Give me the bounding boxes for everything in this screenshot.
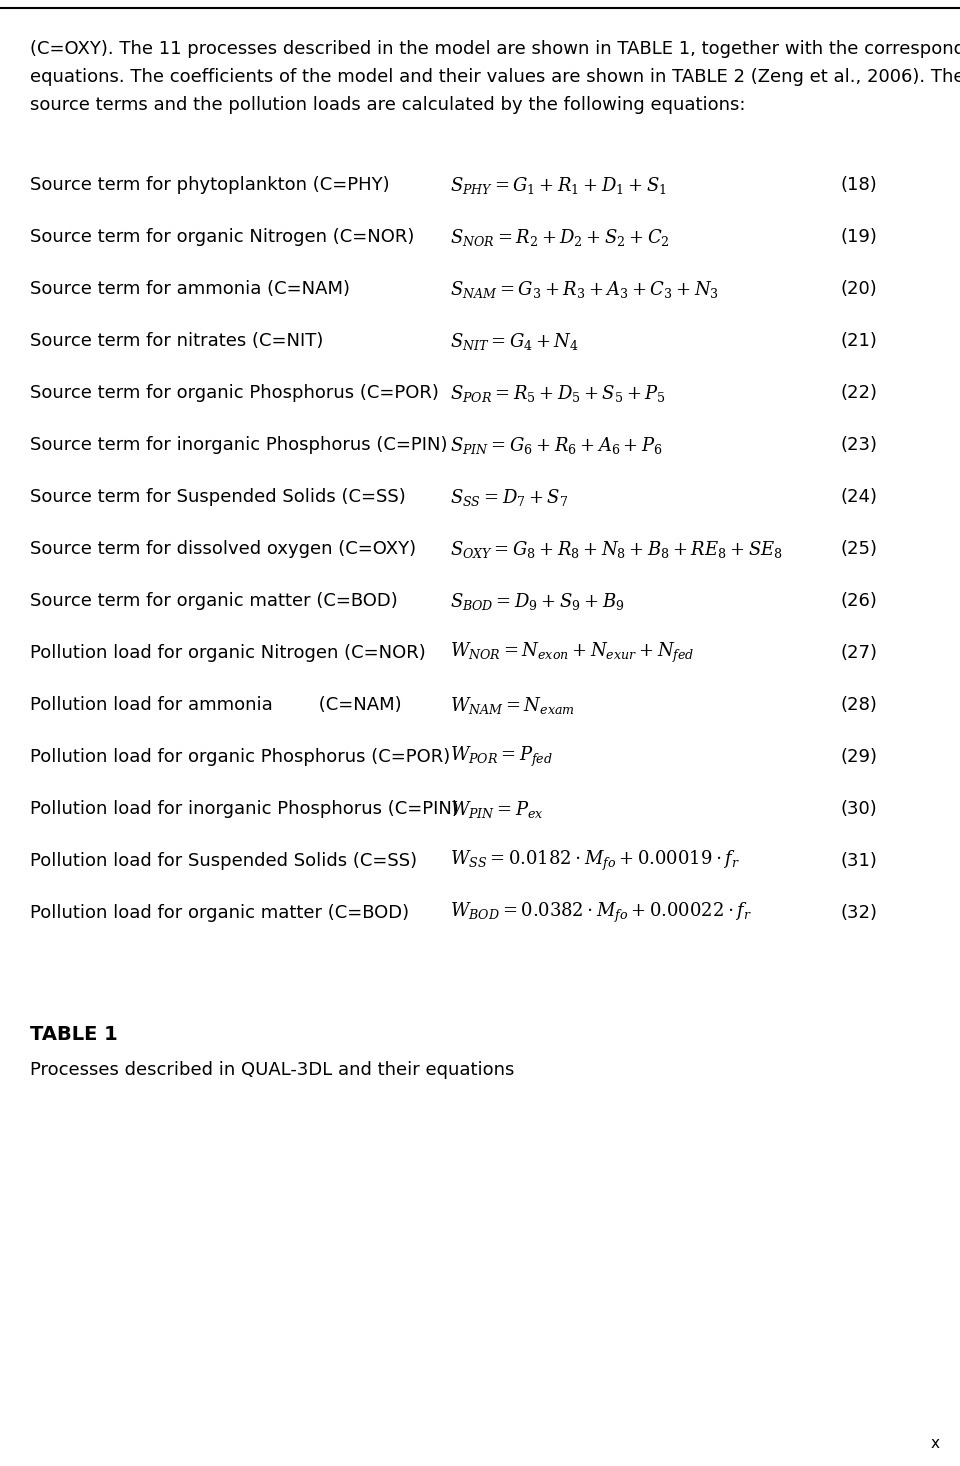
Text: $W_{NAM} = N_{exam}$: $W_{NAM} = N_{exam}$: [450, 695, 575, 715]
Text: (C=OXY). The 11 processes described in the model are shown in TABLE 1, together : (C=OXY). The 11 processes described in t…: [30, 40, 960, 59]
Text: Source term for nitrates (C=NIT): Source term for nitrates (C=NIT): [30, 331, 324, 350]
Text: $W_{BOD} = 0.0382 \cdot M_{fo} + 0.00022 \cdot f_r$: $W_{BOD} = 0.0382 \cdot M_{fo} + 0.00022…: [450, 902, 752, 925]
Text: $S_{PHY} = G_1 + R_1 + D_1 + S_1$: $S_{PHY} = G_1 + R_1 + D_1 + S_1$: [450, 174, 667, 195]
Text: source terms and the pollution loads are calculated by the following equations:: source terms and the pollution loads are…: [30, 95, 746, 114]
Text: Source term for Suspended Solids (C=SS): Source term for Suspended Solids (C=SS): [30, 488, 406, 506]
Text: (23): (23): [840, 435, 877, 454]
Text: (25): (25): [840, 539, 877, 559]
Text: (26): (26): [840, 592, 876, 610]
Text: (27): (27): [840, 644, 877, 663]
Text: $S_{NAM} = G_3 + R_3 + A_3 + C_3 + N_3$: $S_{NAM} = G_3 + R_3 + A_3 + C_3 + N_3$: [450, 279, 719, 299]
Text: x: x: [931, 1437, 940, 1451]
Text: (18): (18): [840, 176, 876, 194]
Text: (29): (29): [840, 748, 877, 767]
Text: (31): (31): [840, 852, 876, 869]
Text: $S_{POR} = R_5 + D_5 + S_5 + P_5$: $S_{POR} = R_5 + D_5 + S_5 + P_5$: [450, 383, 666, 403]
Text: Pollution load for organic matter (C=BOD): Pollution load for organic matter (C=BOD…: [30, 905, 409, 922]
Text: $S_{SS} = D_7 + S_7$: $S_{SS} = D_7 + S_7$: [450, 487, 568, 507]
Text: TABLE 1: TABLE 1: [30, 1025, 118, 1044]
Text: Source term for ammonia (C=NAM): Source term for ammonia (C=NAM): [30, 280, 350, 298]
Text: equations. The coefficients of the model and their values are shown in TABLE 2 (: equations. The coefficients of the model…: [30, 67, 960, 86]
Text: Source term for phytoplankton (C=PHY): Source term for phytoplankton (C=PHY): [30, 176, 390, 194]
Text: $S_{OXY} = G_8 + R_8 + N_8 + B_8 + RE_8 + SE_8$: $S_{OXY} = G_8 + R_8 + N_8 + B_8 + RE_8 …: [450, 538, 782, 560]
Text: Pollution load for organic Phosphorus (C=POR): Pollution load for organic Phosphorus (C…: [30, 748, 450, 767]
Text: Source term for organic Nitrogen (C=NOR): Source term for organic Nitrogen (C=NOR): [30, 229, 415, 246]
Text: Pollution load for inorganic Phosphorus (C=PIN): Pollution load for inorganic Phosphorus …: [30, 800, 459, 818]
Text: (24): (24): [840, 488, 877, 506]
Text: Source term for organic matter (C=BOD): Source term for organic matter (C=BOD): [30, 592, 397, 610]
Text: $W_{NOR} = N_{exon} + N_{exur} + N_{fed}$: $W_{NOR} = N_{exon} + N_{exur} + N_{fed}…: [450, 641, 694, 666]
Text: (19): (19): [840, 229, 876, 246]
Text: (28): (28): [840, 696, 876, 714]
Text: $S_{NOR} = R_2 + D_2 + S_2 + C_2$: $S_{NOR} = R_2 + D_2 + S_2 + C_2$: [450, 227, 670, 248]
Text: $W_{POR} = P_{fed}$: $W_{POR} = P_{fed}$: [450, 745, 553, 770]
Text: $W_{SS} = 0.0182 \cdot M_{fo} + 0.00019 \cdot f_r$: $W_{SS} = 0.0182 \cdot M_{fo} + 0.00019 …: [450, 849, 740, 874]
Text: Source term for inorganic Phosphorus (C=PIN): Source term for inorganic Phosphorus (C=…: [30, 435, 447, 454]
Text: (21): (21): [840, 331, 876, 350]
Text: $S_{PIN} = G_6 + R_6 + A_6 + P_6$: $S_{PIN} = G_6 + R_6 + A_6 + P_6$: [450, 434, 662, 456]
Text: (32): (32): [840, 905, 877, 922]
Text: (20): (20): [840, 280, 876, 298]
Text: Pollution load for organic Nitrogen (C=NOR): Pollution load for organic Nitrogen (C=N…: [30, 644, 425, 663]
Text: $S_{NIT} = G_4 + N_4$: $S_{NIT} = G_4 + N_4$: [450, 330, 579, 352]
Text: Pollution load for ammonia        (C=NAM): Pollution load for ammonia (C=NAM): [30, 696, 401, 714]
Text: Source term for organic Phosphorus (C=POR): Source term for organic Phosphorus (C=PO…: [30, 384, 439, 402]
Text: (30): (30): [840, 800, 876, 818]
Text: Pollution load for Suspended Solids (C=SS): Pollution load for Suspended Solids (C=S…: [30, 852, 418, 869]
Text: Processes described in QUAL-3DL and their equations: Processes described in QUAL-3DL and thei…: [30, 1061, 515, 1079]
Text: $S_{BOD} = D_9 + S_9 + B_9$: $S_{BOD} = D_9 + S_9 + B_9$: [450, 591, 624, 611]
Text: Source term for dissolved oxygen (C=OXY): Source term for dissolved oxygen (C=OXY): [30, 539, 416, 559]
Text: $W_{PIN} = P_{ex}$: $W_{PIN} = P_{ex}$: [450, 799, 544, 819]
Text: (22): (22): [840, 384, 877, 402]
